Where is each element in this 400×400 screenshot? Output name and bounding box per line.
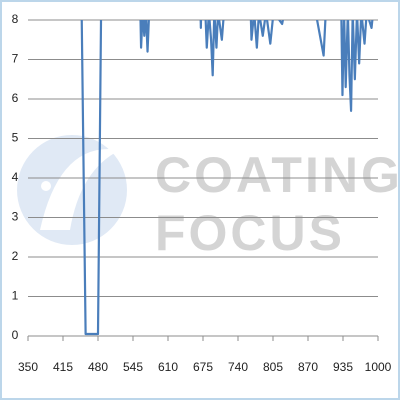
y-tick-label: 2 xyxy=(12,249,19,263)
x-tick-label: 545 xyxy=(123,360,143,374)
x-tick-label: 870 xyxy=(298,360,318,374)
x-tick-label: 805 xyxy=(263,360,283,374)
watermark-line: COATING xyxy=(155,147,400,203)
x-tick-label: 350 xyxy=(18,360,38,374)
plot-area xyxy=(80,20,374,336)
watermark-line: FOCUS xyxy=(155,205,345,261)
y-tick-label: 4 xyxy=(12,170,19,184)
y-tick-label: 3 xyxy=(12,210,19,224)
x-tick-label: 935 xyxy=(333,360,353,374)
data-line xyxy=(80,20,374,336)
x-tick-label: 480 xyxy=(88,360,108,374)
x-tick-label: 415 xyxy=(53,360,73,374)
y-tick-label: 0 xyxy=(12,328,19,342)
y-tick-label: 8 xyxy=(12,12,19,26)
y-tick-label: 5 xyxy=(12,131,19,145)
x-tick-label: 1000 xyxy=(365,360,392,374)
y-tick-label: 1 xyxy=(12,289,19,303)
x-tick-label: 675 xyxy=(193,360,213,374)
y-tick-label: 7 xyxy=(12,52,19,66)
y-tick-label: 6 xyxy=(12,91,19,105)
logo xyxy=(17,135,127,245)
x-tick-label: 740 xyxy=(228,360,248,374)
x-tick-label: 610 xyxy=(158,360,178,374)
